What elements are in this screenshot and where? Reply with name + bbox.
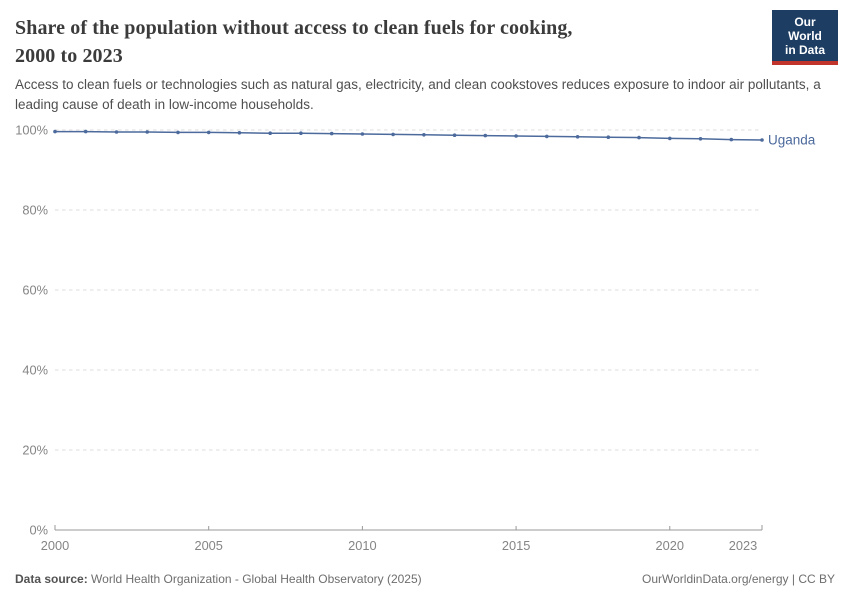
x-tick-label: 2020 bbox=[656, 538, 684, 553]
x-tick-label: 2015 bbox=[502, 538, 530, 553]
x-tick-label: 2000 bbox=[41, 538, 69, 553]
data-point[interactable] bbox=[391, 132, 395, 137]
data-point[interactable] bbox=[83, 129, 88, 134]
chart-footer: Data source: World Health Organization -… bbox=[15, 572, 835, 586]
y-tick-label: 20% bbox=[22, 443, 48, 458]
data-point[interactable] bbox=[360, 132, 365, 136]
page-title-line1: Share of the population without access t… bbox=[15, 17, 573, 39]
series-label-uganda[interactable]: Uganda bbox=[768, 133, 816, 148]
owid-logo-line1: Our World bbox=[788, 15, 822, 43]
data-point[interactable] bbox=[483, 133, 488, 138]
data-point[interactable] bbox=[452, 133, 457, 137]
data-point[interactable] bbox=[668, 136, 672, 141]
owid-logo[interactable]: Our World in Data bbox=[772, 10, 838, 65]
data-point[interactable] bbox=[268, 131, 273, 135]
credit-link[interactable]: OurWorldinData.org/energy | CC BY bbox=[642, 572, 835, 586]
data-point[interactable] bbox=[422, 133, 426, 137]
data-point[interactable] bbox=[760, 138, 764, 142]
y-tick-label: 100% bbox=[15, 123, 48, 138]
data-point[interactable] bbox=[237, 131, 242, 135]
data-point[interactable] bbox=[514, 134, 518, 138]
data-point[interactable] bbox=[545, 134, 549, 139]
data-point[interactable] bbox=[176, 130, 180, 135]
data-point[interactable] bbox=[729, 137, 734, 142]
page-title: Share of the population without access t… bbox=[15, 14, 573, 70]
data-point[interactable] bbox=[53, 129, 57, 134]
uganda-line[interactable] bbox=[55, 130, 763, 141]
y-tick-label: 40% bbox=[22, 363, 48, 378]
data-point[interactable] bbox=[329, 131, 334, 136]
data-point[interactable] bbox=[637, 135, 641, 140]
data-point[interactable] bbox=[145, 130, 149, 134]
data-source-text: World Health Organization - Global Healt… bbox=[87, 572, 422, 586]
data-point[interactable] bbox=[606, 135, 611, 139]
y-tick-label: 0% bbox=[30, 523, 49, 538]
data-point[interactable] bbox=[299, 131, 303, 135]
y-tick-label: 60% bbox=[22, 283, 48, 298]
data-point[interactable] bbox=[698, 137, 703, 141]
owid-logo-line2: in Data bbox=[784, 43, 825, 57]
chart-subtitle: Access to clean fuels or technologies su… bbox=[15, 77, 821, 112]
data-point[interactable] bbox=[206, 130, 211, 135]
x-tick-label: 2023 bbox=[729, 538, 757, 553]
page-title-line2: 2000 to 2023 bbox=[15, 45, 123, 67]
data-point[interactable] bbox=[575, 135, 580, 139]
data-source-note: Data source: World Health Organization -… bbox=[15, 572, 422, 586]
y-tick-label: 80% bbox=[22, 203, 48, 218]
x-tick-label: 2010 bbox=[348, 538, 376, 553]
data-point[interactable] bbox=[114, 130, 119, 134]
data-source-label: Data source: bbox=[15, 572, 88, 586]
x-tick-label: 2005 bbox=[194, 538, 222, 553]
